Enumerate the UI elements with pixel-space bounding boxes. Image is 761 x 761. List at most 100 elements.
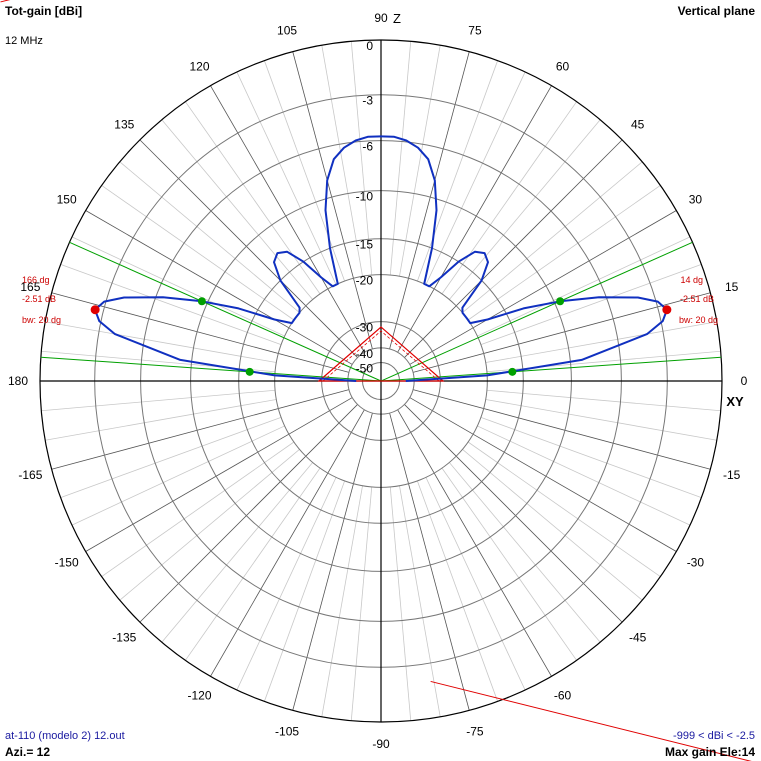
major-spoke [409, 397, 677, 552]
beamwidth-marker [245, 367, 254, 376]
annotation-angle-left: 166 dg [22, 275, 50, 285]
max-gain-marker [662, 305, 672, 315]
radial-tick-label: -15 [356, 238, 374, 252]
minor-spoke [449, 462, 601, 643]
minor-spoke [321, 45, 363, 277]
annotation-bw-right: bw: 20 dg [679, 315, 718, 325]
minor-spoke [399, 485, 441, 717]
minor-spoke [71, 425, 285, 526]
max-gain-label: Max gain Ele:14 [664, 745, 755, 759]
beam-triangle-inner [322, 330, 440, 382]
annotation-bw-left: bw: 20 dg [22, 315, 61, 325]
minor-spoke [71, 236, 285, 337]
minor-spoke [416, 60, 499, 282]
minor-spoke [399, 45, 441, 277]
minor-spoke [119, 161, 300, 313]
minor-spoke [480, 263, 702, 346]
chart-title: Tot-gain [dBi] [5, 4, 83, 18]
max-gain-marker [90, 305, 100, 315]
angle-tick-label: -90 [372, 737, 390, 751]
minor-spoke [161, 462, 313, 643]
angle-tick-label: -30 [687, 556, 705, 570]
beamwidth-marker [508, 367, 517, 376]
radial-tick-label: -30 [356, 321, 374, 335]
minor-spoke [449, 119, 601, 300]
angle-tick-label: 15 [725, 280, 739, 294]
minor-spoke [467, 441, 661, 577]
radial-tick-label: -50 [356, 361, 374, 375]
angle-tick-label: -45 [629, 631, 647, 645]
angle-tick-label: 75 [468, 23, 482, 37]
angle-tick-label: -150 [55, 556, 79, 570]
minor-spoke [416, 480, 499, 702]
major-spoke [51, 292, 350, 373]
annotation-gain-right: -2.51 dB [680, 294, 714, 304]
minor-spoke [486, 389, 721, 412]
minor-spoke [101, 185, 295, 321]
angle-tick-label: 105 [277, 23, 297, 37]
radial-tick-label: -3 [362, 94, 373, 108]
minor-spoke [485, 321, 717, 363]
angle-tick-label: 60 [556, 60, 570, 74]
minor-spoke [480, 416, 702, 499]
major-spoke [292, 412, 373, 711]
angle-tick-label: 180 [8, 374, 28, 388]
major-spoke [389, 51, 470, 350]
angle-tick-label: 90 [374, 11, 388, 25]
beamwidth-marker [197, 297, 206, 306]
marker-points: 14 dg -2.51 dB bw: 20 dg 166 dg -2.51 dB bw: … [22, 275, 718, 376]
major-spoke [139, 404, 358, 623]
major-spoke [397, 409, 552, 677]
minor-spoke [263, 60, 346, 282]
minor-spoke [263, 480, 346, 702]
angle-tick-label: -15 [723, 468, 741, 482]
annotation-angle-right: 14 dg [680, 275, 703, 285]
major-spoke [51, 389, 350, 470]
beamwidth-marker [556, 297, 565, 306]
frequency-label: 12 MHz [5, 35, 43, 47]
minor-spoke [467, 185, 661, 321]
angle-tick-label: 165 [20, 280, 40, 294]
radial-tick-label: -20 [356, 274, 374, 288]
major-spoke [210, 409, 365, 677]
minor-spoke [45, 321, 277, 363]
minor-spoke [350, 41, 373, 276]
minor-spoke [425, 71, 526, 285]
angle-tick-label: -75 [466, 725, 484, 739]
angle-tick-label: 0 [741, 374, 748, 388]
azimuth-label: Azi.= 12 [5, 745, 51, 759]
angle-tick-label: -135 [112, 631, 136, 645]
beamwidth-line [69, 241, 382, 382]
polar-grid [39, 39, 723, 723]
minor-spoke [185, 101, 321, 295]
range-label: -999 < dBi < -2.5 [673, 730, 755, 742]
major-spoke [139, 139, 358, 358]
minor-spoke [45, 399, 277, 441]
radiation-pattern [94, 135, 668, 382]
minor-spoke [441, 467, 577, 661]
angle-tick-label: 30 [689, 193, 703, 207]
plane-label: Vertical plane [677, 4, 755, 18]
beamwidth-line [380, 356, 722, 382]
major-spoke [85, 397, 353, 552]
minor-spoke [350, 486, 373, 721]
minor-spoke [119, 449, 300, 601]
minor-spoke [321, 485, 363, 717]
minor-spoke [425, 477, 526, 691]
major-spoke [412, 292, 711, 373]
major-spoke [404, 139, 623, 358]
minor-spoke [477, 425, 691, 526]
major-spoke [85, 210, 353, 365]
max-gain-line [430, 680, 752, 761]
major-spoke [397, 85, 552, 353]
major-spoke [409, 210, 677, 365]
major-spoke [389, 412, 470, 711]
tick-labels: 9075604530150-15-30-45-60-75-90-105-120-… [8, 11, 748, 751]
minor-spoke [60, 263, 282, 346]
file-label: at-110 (modelo 2) 12.out [5, 730, 125, 742]
annotation-gain-left: -2.51 dB [22, 294, 56, 304]
minor-spoke [389, 486, 412, 721]
major-spoke [210, 85, 365, 353]
